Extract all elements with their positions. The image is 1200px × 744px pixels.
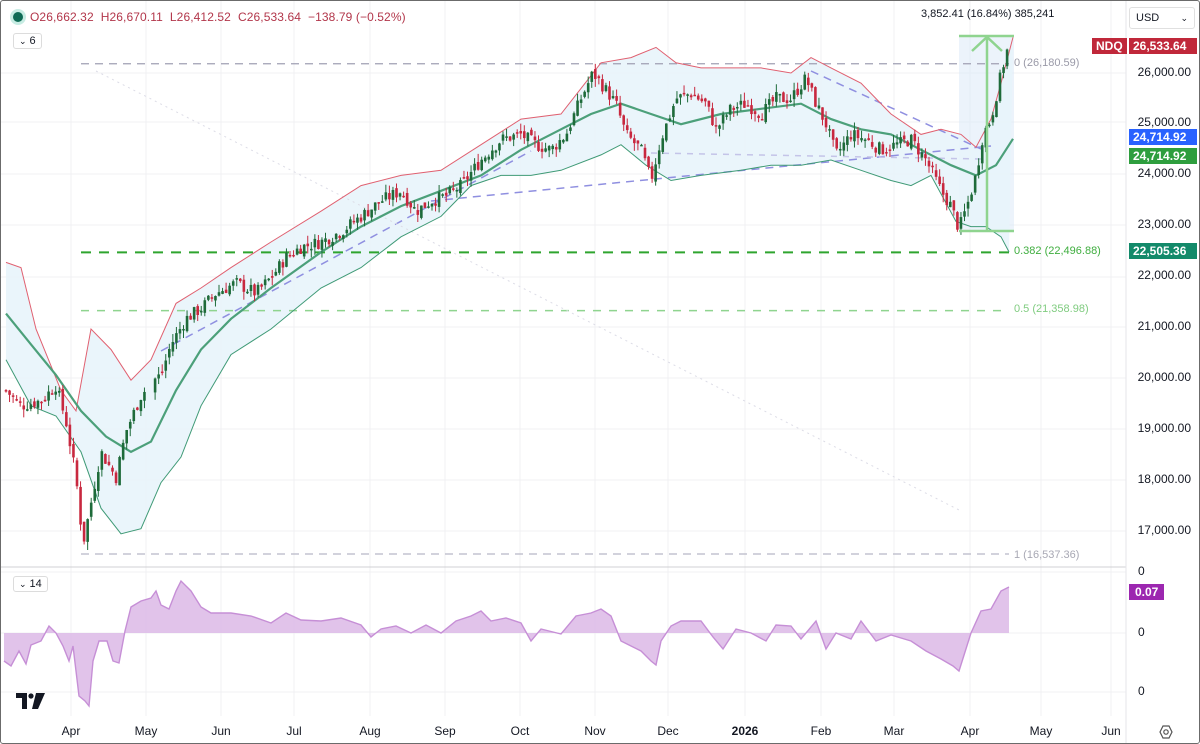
currency-value: USD [1136,12,1160,24]
fib-level-05-label: 0.5 (21,358.98) [1014,303,1089,315]
time-tick: May [1029,724,1053,738]
price-tick: 17,000.00 [1137,523,1191,537]
price-tick: 22,000.00 [1137,268,1191,282]
time-tick: Jul [286,724,302,738]
time-tick: Oct [510,724,530,738]
measure-label: 3,852.41 (16.84%) 385,241 [921,8,1055,20]
price-tick: 24,000.00 [1137,166,1191,180]
price-tick: 25,000.00 [1137,115,1191,129]
osc-tick: 0 [1138,625,1145,639]
time-tick: Dec [657,724,679,738]
price-tick: 26,000.00 [1137,65,1191,79]
time-tick: May [134,724,158,738]
time-tick: Feb [810,724,832,738]
open-value: O26,662.32 [30,10,94,24]
fib-level-1-label: 1 (16,537.36) [1014,549,1080,561]
oscillator-collapse-button[interactable]: ⌄ 14 [13,576,48,592]
basis-price-tag: 24,714.92 [1129,148,1197,164]
last-price-tag: 26,533.64 [1129,38,1197,54]
upper-band-price-tag: 24,714.92 [1129,129,1197,145]
low-value: L26,412.52 [169,10,231,24]
price-tick: 19,000.00 [1137,421,1191,435]
time-tick: Nov [584,724,606,738]
price-tick: 23,000.00 [1137,217,1191,231]
price-tick: 21,000.00 [1137,319,1191,333]
high-value: H26,670.11 [100,10,163,24]
time-tick: Aug [359,724,381,738]
oscillator-value-tag: 0.07 [1129,584,1165,600]
currency-select[interactable]: USD ⌄ [1129,7,1195,29]
symbol-tag: NDQ [1092,38,1127,54]
oscillator-period: 14 [29,578,42,590]
price-tick: 18,000.00 [1137,472,1191,486]
indicators-collapse-button[interactable]: ⌄ 6 [13,33,42,49]
chevron-down-icon: ⌄ [19,35,27,46]
time-tick: Apr [61,724,81,738]
market-status-dot-icon [13,12,23,22]
ohlc-legend: O26,662.32 H26,670.11 L26,412.52 C26,533… [13,10,406,24]
fib-level-0-label: 0 (26,180.59) [1014,57,1080,69]
chevron-down-icon: ⌄ [19,578,27,589]
lower-band-price-tag: 22,505.36 [1129,243,1197,259]
indicators-count: 6 [29,35,36,47]
time-tick: Mar [883,724,905,738]
osc-tick: 0 [1138,684,1145,698]
tradingview-logo[interactable] [16,693,46,714]
close-value: C26,533.64 [237,10,302,24]
change-value: −138.79 (−0.52%) [308,10,406,24]
osc-tick: 0 [1138,564,1145,578]
price-tick: 20,000.00 [1137,370,1191,384]
time-tick: Sep [434,724,456,738]
time-tick: Apr [960,724,980,738]
time-tick: Jun [1101,724,1121,738]
settings-gear-icon[interactable] [1159,725,1173,739]
time-tick-year: 2026 [731,724,759,738]
fib-level-0382-label: 0.382 (22,496.88) [1014,245,1101,257]
chevron-down-icon: ⌄ [1180,12,1188,23]
time-tick: Jun [211,724,231,738]
